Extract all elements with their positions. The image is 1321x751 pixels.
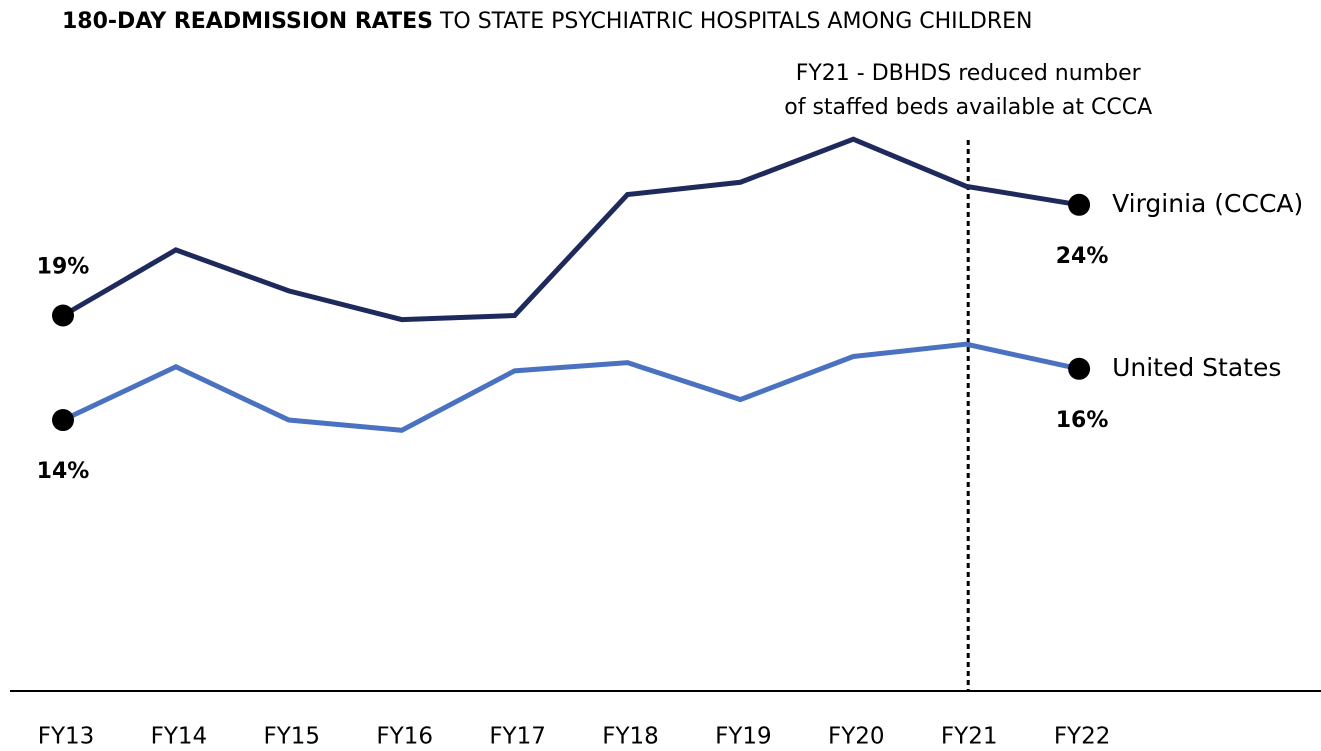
x-tick-label: FY15 bbox=[264, 724, 321, 750]
x-tick-label: FY18 bbox=[602, 724, 659, 750]
title-bold: 180-DAY READMISSION RATES bbox=[62, 9, 433, 34]
chart-title: 180-DAY READMISSION RATES TO STATE PSYCH… bbox=[62, 9, 1033, 34]
legend-label: United States bbox=[1112, 353, 1281, 382]
end-dot bbox=[1068, 193, 1091, 216]
x-tick-label: FY13 bbox=[38, 724, 95, 750]
x-tick-label: FY22 bbox=[1054, 724, 1111, 750]
x-tick-label: FY14 bbox=[151, 724, 208, 750]
annotation-text: of staffed beds available at CCCA bbox=[784, 95, 1152, 120]
x-tick-label: FY17 bbox=[489, 724, 546, 750]
annotation-text: FY21 - DBHDS reduced number bbox=[796, 61, 1142, 86]
x-tick-label: FY16 bbox=[376, 724, 433, 750]
x-tick-label: FY21 bbox=[941, 724, 998, 750]
end-dot bbox=[1068, 357, 1091, 380]
data-label: 24% bbox=[1056, 244, 1109, 269]
data-label: 16% bbox=[1056, 408, 1109, 433]
end-dot bbox=[52, 409, 74, 432]
data-label: 14% bbox=[37, 459, 90, 484]
x-tick-label: FY19 bbox=[715, 724, 772, 750]
data-label: 19% bbox=[37, 255, 90, 280]
legend-label: Virginia (CCCA) bbox=[1112, 189, 1303, 218]
series-line bbox=[61, 136, 1080, 323]
end-dot bbox=[52, 304, 74, 327]
x-tick-label: FY20 bbox=[828, 724, 885, 750]
series-line bbox=[61, 341, 1080, 433]
title-rest: TO STATE PSYCHIATRIC HOSPITALS AMONG CHI… bbox=[439, 9, 1033, 34]
